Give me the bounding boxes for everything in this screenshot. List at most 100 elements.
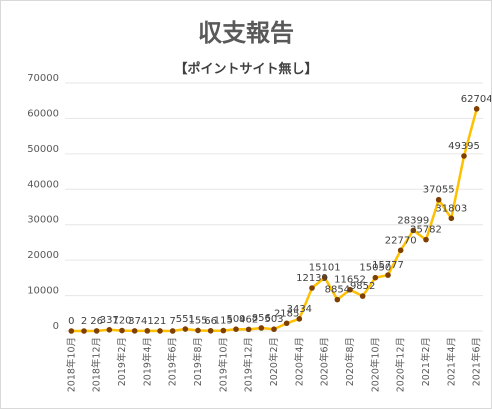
data-point-21 — [334, 296, 341, 303]
x-tick-label: 2020年12月 — [395, 337, 407, 392]
data-label-9: 551 — [176, 314, 195, 325]
x-tick-label: 2020年2月 — [268, 337, 280, 386]
x-tick-label: 2020年6月 — [319, 337, 331, 386]
data-point-22 — [347, 286, 353, 293]
data-point-16 — [271, 326, 277, 333]
data-label-5: 37 — [128, 316, 141, 327]
data-label-13: 509 — [226, 314, 245, 325]
data-point-11 — [207, 327, 214, 334]
data-point-17 — [283, 320, 290, 327]
y-tick-label: 40000 — [27, 179, 59, 190]
data-label-4: 120 — [112, 316, 131, 327]
data-label-25: 15777 — [372, 260, 404, 271]
data-point-3 — [106, 327, 113, 333]
data-label-18: 3434 — [287, 304, 312, 315]
y-axis-ticks: 0 10000 20000 30000 40000 50000 60000 70000 — [27, 73, 59, 332]
x-tick-label: 2020年8月 — [344, 337, 356, 386]
x-tick-label: 2020年4月 — [293, 337, 305, 386]
chart-subtitle: 【ポイントサイト無し】 — [174, 61, 317, 77]
data-point-5 — [131, 328, 138, 334]
data-point-6 — [144, 328, 151, 334]
data-point-2 — [93, 328, 100, 334]
data-label-20: 15101 — [309, 262, 341, 273]
data-label-26: 22770 — [385, 235, 417, 246]
data-point-28 — [423, 236, 429, 243]
data-point-0 — [68, 328, 75, 334]
data-point-31 — [461, 153, 467, 159]
data-point-12 — [220, 327, 227, 334]
data-point-26 — [397, 247, 404, 254]
data-label-31: 49395 — [448, 141, 480, 152]
y-tick-label: 0 — [53, 321, 59, 332]
data-label-3: 337 — [100, 315, 119, 326]
data-point-19 — [309, 285, 315, 291]
data-label-2: 26 — [90, 316, 103, 327]
data-point-32 — [473, 106, 480, 112]
data-label-6: 41 — [141, 316, 154, 327]
data-label-11: 66 — [204, 316, 217, 327]
data-label-17: 2185 — [274, 308, 299, 319]
y-tick-label: 30000 — [27, 215, 59, 226]
data-label-30: 31803 — [435, 203, 467, 214]
data-point-1 — [81, 328, 87, 334]
data-label-32: 62704 — [461, 94, 491, 105]
data-point-14 — [245, 326, 252, 333]
data-label-0: 0 — [68, 316, 74, 327]
data-point-4 — [119, 327, 125, 334]
data-label-23: 9852 — [350, 281, 375, 292]
data-label-15: 856 — [252, 313, 271, 324]
data-label-12: 115 — [214, 316, 233, 327]
y-tick-label: 20000 — [27, 250, 59, 261]
data-point-20 — [321, 274, 328, 281]
data-label-7: 21 — [154, 316, 167, 327]
gridlines — [65, 82, 483, 332]
data-label-19: 12139 — [296, 273, 328, 284]
x-tick-label: 2018年12月 — [91, 337, 103, 392]
data-point-9 — [182, 326, 189, 332]
x-tick-label: 2019年4月 — [141, 337, 153, 386]
data-point-15 — [258, 325, 265, 331]
x-tick-label: 2021年4月 — [445, 337, 457, 386]
data-point-18 — [296, 316, 303, 322]
data-label-21: 8854 — [325, 285, 350, 296]
x-tick-label: 2019年12月 — [243, 337, 255, 392]
data-label-29: 37055 — [423, 185, 455, 196]
y-tick-label: 10000 — [27, 286, 59, 297]
x-tick-label: 2019年2月 — [116, 337, 128, 386]
data-label-8: 7 — [169, 316, 175, 327]
data-point-29 — [435, 196, 442, 203]
x-tick-label: 2018年10月 — [65, 337, 77, 392]
data-point-30 — [448, 215, 455, 222]
data-label-10: 155 — [188, 315, 207, 326]
y-tick-label: 60000 — [27, 108, 59, 119]
data-label-1: 2 — [81, 316, 87, 327]
x-tick-label: 2019年6月 — [167, 337, 179, 386]
y-tick-label: 70000 — [27, 73, 59, 84]
data-label-27: 28399 — [397, 215, 429, 226]
data-label-24: 15050 — [359, 263, 391, 274]
x-tick-label: 2021年6月 — [471, 337, 483, 386]
data-label-28: 25782 — [410, 225, 442, 236]
x-tick-label: 2021年2月 — [420, 337, 432, 386]
data-label-22: 11652 — [334, 275, 366, 286]
x-tick-label: 2019年10月 — [217, 337, 229, 392]
chart-title: 収支報告 — [198, 19, 294, 47]
data-point-24 — [372, 274, 379, 281]
data-point-10 — [195, 327, 201, 334]
data-point-7 — [157, 328, 163, 334]
data-point-23 — [359, 293, 366, 299]
y-tick-label: 50000 — [27, 144, 59, 155]
x-tick-label: 2020年10月 — [369, 337, 381, 392]
data-point-25 — [385, 272, 391, 278]
data-label-14: 462 — [239, 314, 258, 325]
data-point-27 — [410, 227, 417, 234]
data-label-16: 503 — [264, 314, 283, 325]
x-tick-label: 2019年8月 — [192, 337, 204, 386]
x-axis-ticks: 2018年10月 2018年12月 2019年2月 2019年4月 2019年6月 201… — [65, 337, 482, 392]
data-point-13 — [233, 326, 239, 332]
series-markers — [68, 106, 480, 334]
data-point-8 — [169, 328, 176, 334]
